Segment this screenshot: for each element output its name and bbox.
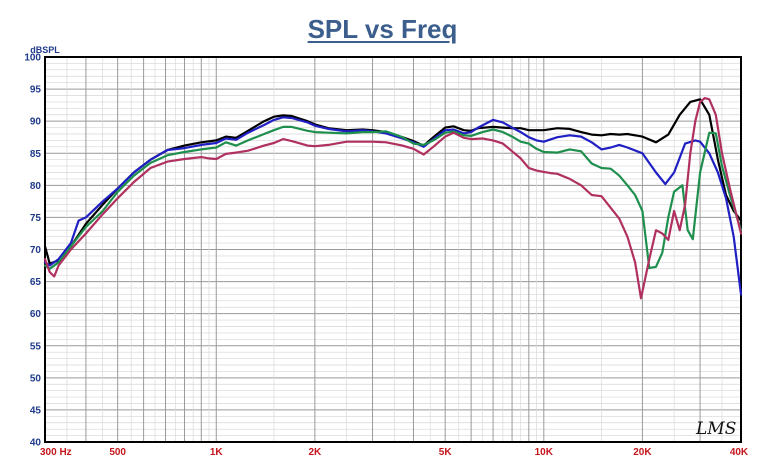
x-tick-label: 300 Hz	[40, 447, 72, 458]
chart-title: SPL vs Freq	[307, 14, 458, 44]
y-tick-label: 40	[30, 438, 42, 449]
series-line-1	[43, 98, 743, 265]
y-tick-label: 100	[24, 53, 41, 64]
series-line-2	[43, 116, 743, 296]
watermark-lms: LMS	[695, 419, 736, 439]
y-axis-label: dBSPL	[30, 45, 60, 55]
y-tick-label: 75	[30, 213, 42, 224]
series-group	[43, 96, 743, 300]
x-tick-labels: 300 Hz 500 1K 2K 5K 10K 20K 40K	[40, 447, 749, 458]
x-tick-label: 500	[109, 447, 126, 458]
x-tick-label: 2K	[308, 447, 322, 458]
y-tick-label: 85	[30, 149, 42, 160]
x-tick-label: 40K	[730, 447, 749, 458]
x-tick-label: 20K	[633, 447, 652, 458]
y-tick-label: 90	[30, 117, 42, 128]
y-tick-label: 65	[30, 277, 42, 288]
x-tick-label: 10K	[535, 447, 554, 458]
y-tick-label: 60	[30, 309, 42, 320]
y-tick-labels: 40 45 50 55 60 65 70 75 80 85 90 95 100	[24, 53, 41, 449]
y-tick-label: 70	[30, 245, 42, 256]
series-line-4	[43, 96, 743, 300]
y-tick-label: 45	[30, 405, 42, 416]
y-tick-label: 80	[30, 181, 42, 192]
y-tick-label: 95	[30, 85, 42, 96]
grid	[45, 57, 741, 442]
y-tick-label: 50	[30, 373, 42, 384]
x-tick-label: 5K	[439, 447, 453, 458]
series-line-3	[43, 125, 743, 270]
x-tick-label: 1K	[210, 447, 224, 458]
y-tick-label: 55	[30, 341, 42, 352]
